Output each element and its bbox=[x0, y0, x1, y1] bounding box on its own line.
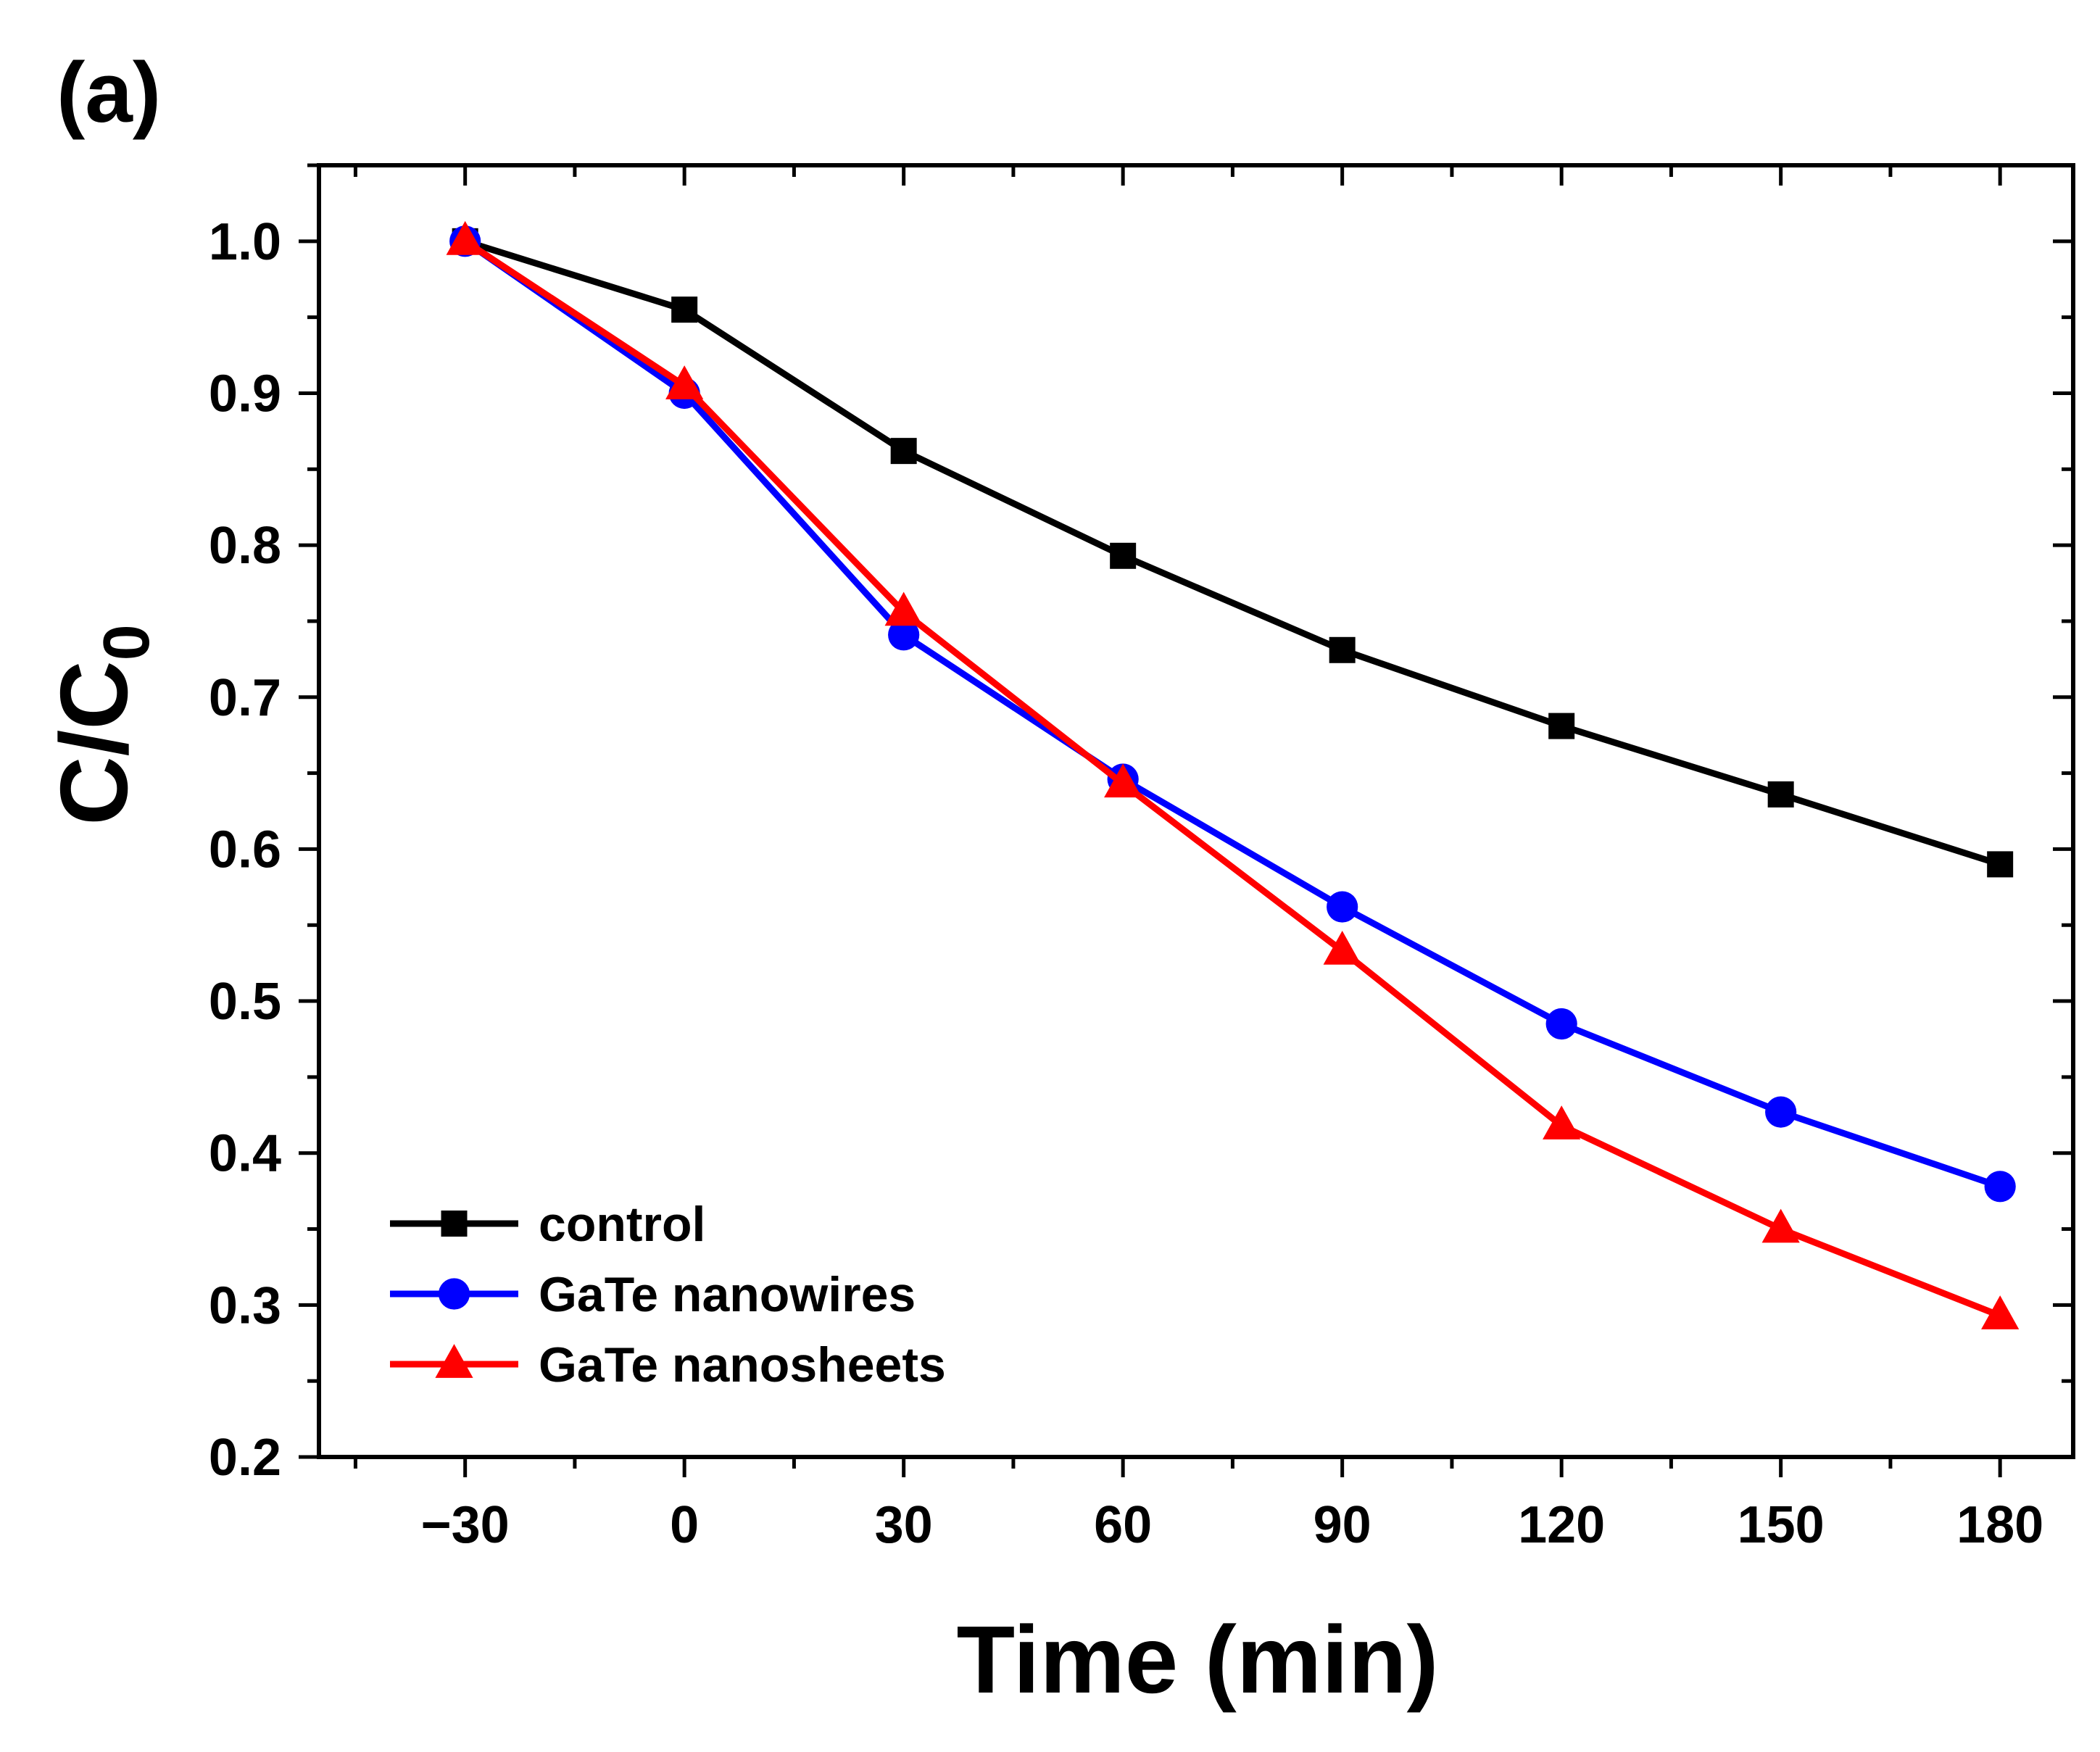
y-tick-label: 0.3 bbox=[209, 1276, 281, 1334]
x-tick-label: 120 bbox=[1518, 1496, 1605, 1554]
y-tick-label: 0.8 bbox=[209, 517, 281, 575]
data-point-circle bbox=[888, 619, 920, 651]
legend-item: GaTe nanosheets bbox=[390, 1337, 946, 1392]
data-point-square bbox=[671, 296, 698, 323]
x-tick-label: 150 bbox=[1738, 1496, 1825, 1554]
series-line bbox=[464, 238, 2001, 868]
legend: control GaTe nanowires GaTe nanosheets bbox=[390, 1197, 946, 1392]
y-axis: 0.2 0.3 0.4 0.5 0.6 0.7 0.8 0.9 1.0 bbox=[209, 163, 2073, 1487]
x-tick-label: 180 bbox=[1956, 1496, 2043, 1554]
series-line bbox=[463, 238, 2001, 1190]
x-tick-label: −30 bbox=[421, 1496, 510, 1554]
plot-frame bbox=[317, 163, 2075, 1459]
legend-swatch-marker-triangle bbox=[435, 1344, 473, 1378]
y-axis-title-group: C/C0 bbox=[41, 624, 163, 825]
data-point-square bbox=[1110, 542, 1137, 569]
plot-area bbox=[317, 163, 2075, 1459]
data-point-circle bbox=[1327, 891, 1358, 923]
y-tick-label: 0.2 bbox=[209, 1429, 281, 1487]
series-control bbox=[452, 228, 2014, 878]
data-point-circle bbox=[1765, 1096, 1797, 1128]
legend-label: control bbox=[539, 1197, 705, 1252]
legend-label: GaTe nanosheets bbox=[539, 1337, 946, 1392]
x-tick-label: 90 bbox=[1313, 1496, 1371, 1554]
series-line bbox=[463, 238, 2001, 1319]
y-tick-label: 0.5 bbox=[209, 973, 281, 1031]
x-tick-label: 0 bbox=[670, 1496, 699, 1554]
data-point-circle bbox=[1545, 1008, 1577, 1040]
legend-item: GaTe nanowires bbox=[390, 1267, 916, 1322]
series-gate-nanosheets bbox=[446, 220, 2020, 1329]
y-tick-label: 0.4 bbox=[209, 1125, 281, 1183]
data-point-triangle bbox=[665, 365, 704, 399]
data-point-square bbox=[1987, 851, 2014, 878]
series-layer bbox=[446, 220, 2020, 1329]
y-axis-title-main: C/C bbox=[41, 660, 147, 825]
data-point-square bbox=[1548, 713, 1575, 739]
x-tick-label: 30 bbox=[875, 1496, 933, 1554]
panel-label: (a) bbox=[57, 45, 161, 141]
data-point-triangle bbox=[1323, 930, 1361, 965]
data-point-square bbox=[1329, 636, 1356, 663]
y-tick-label: 0.7 bbox=[209, 669, 281, 727]
y-axis-title: C/C0 bbox=[41, 624, 163, 825]
legend-swatch-marker-square bbox=[441, 1211, 468, 1237]
data-point-triangle bbox=[446, 220, 484, 255]
data-point-triangle bbox=[1981, 1295, 2020, 1329]
x-axis-title: Time (min) bbox=[957, 1606, 1439, 1713]
legend-swatch-marker-circle bbox=[438, 1278, 470, 1310]
legend-item: control bbox=[390, 1197, 705, 1252]
data-point-triangle bbox=[884, 591, 923, 626]
legend-label: GaTe nanowires bbox=[539, 1267, 916, 1322]
y-tick-label: 1.0 bbox=[209, 213, 281, 271]
data-point-square bbox=[1767, 781, 1794, 808]
data-point-triangle bbox=[1761, 1208, 1800, 1243]
y-axis-title-sub: 0 bbox=[91, 624, 163, 660]
x-axis: −30 0 30 60 90 120 150 180 bbox=[353, 165, 2043, 1554]
data-point-circle bbox=[1984, 1171, 2016, 1203]
y-tick-label: 0.6 bbox=[209, 821, 281, 879]
data-point-square bbox=[890, 438, 917, 465]
y-tick-label: 0.9 bbox=[209, 365, 281, 423]
data-point-triangle bbox=[1104, 763, 1142, 798]
data-point-triangle bbox=[1543, 1105, 1581, 1139]
x-tick-label: 60 bbox=[1094, 1496, 1152, 1554]
